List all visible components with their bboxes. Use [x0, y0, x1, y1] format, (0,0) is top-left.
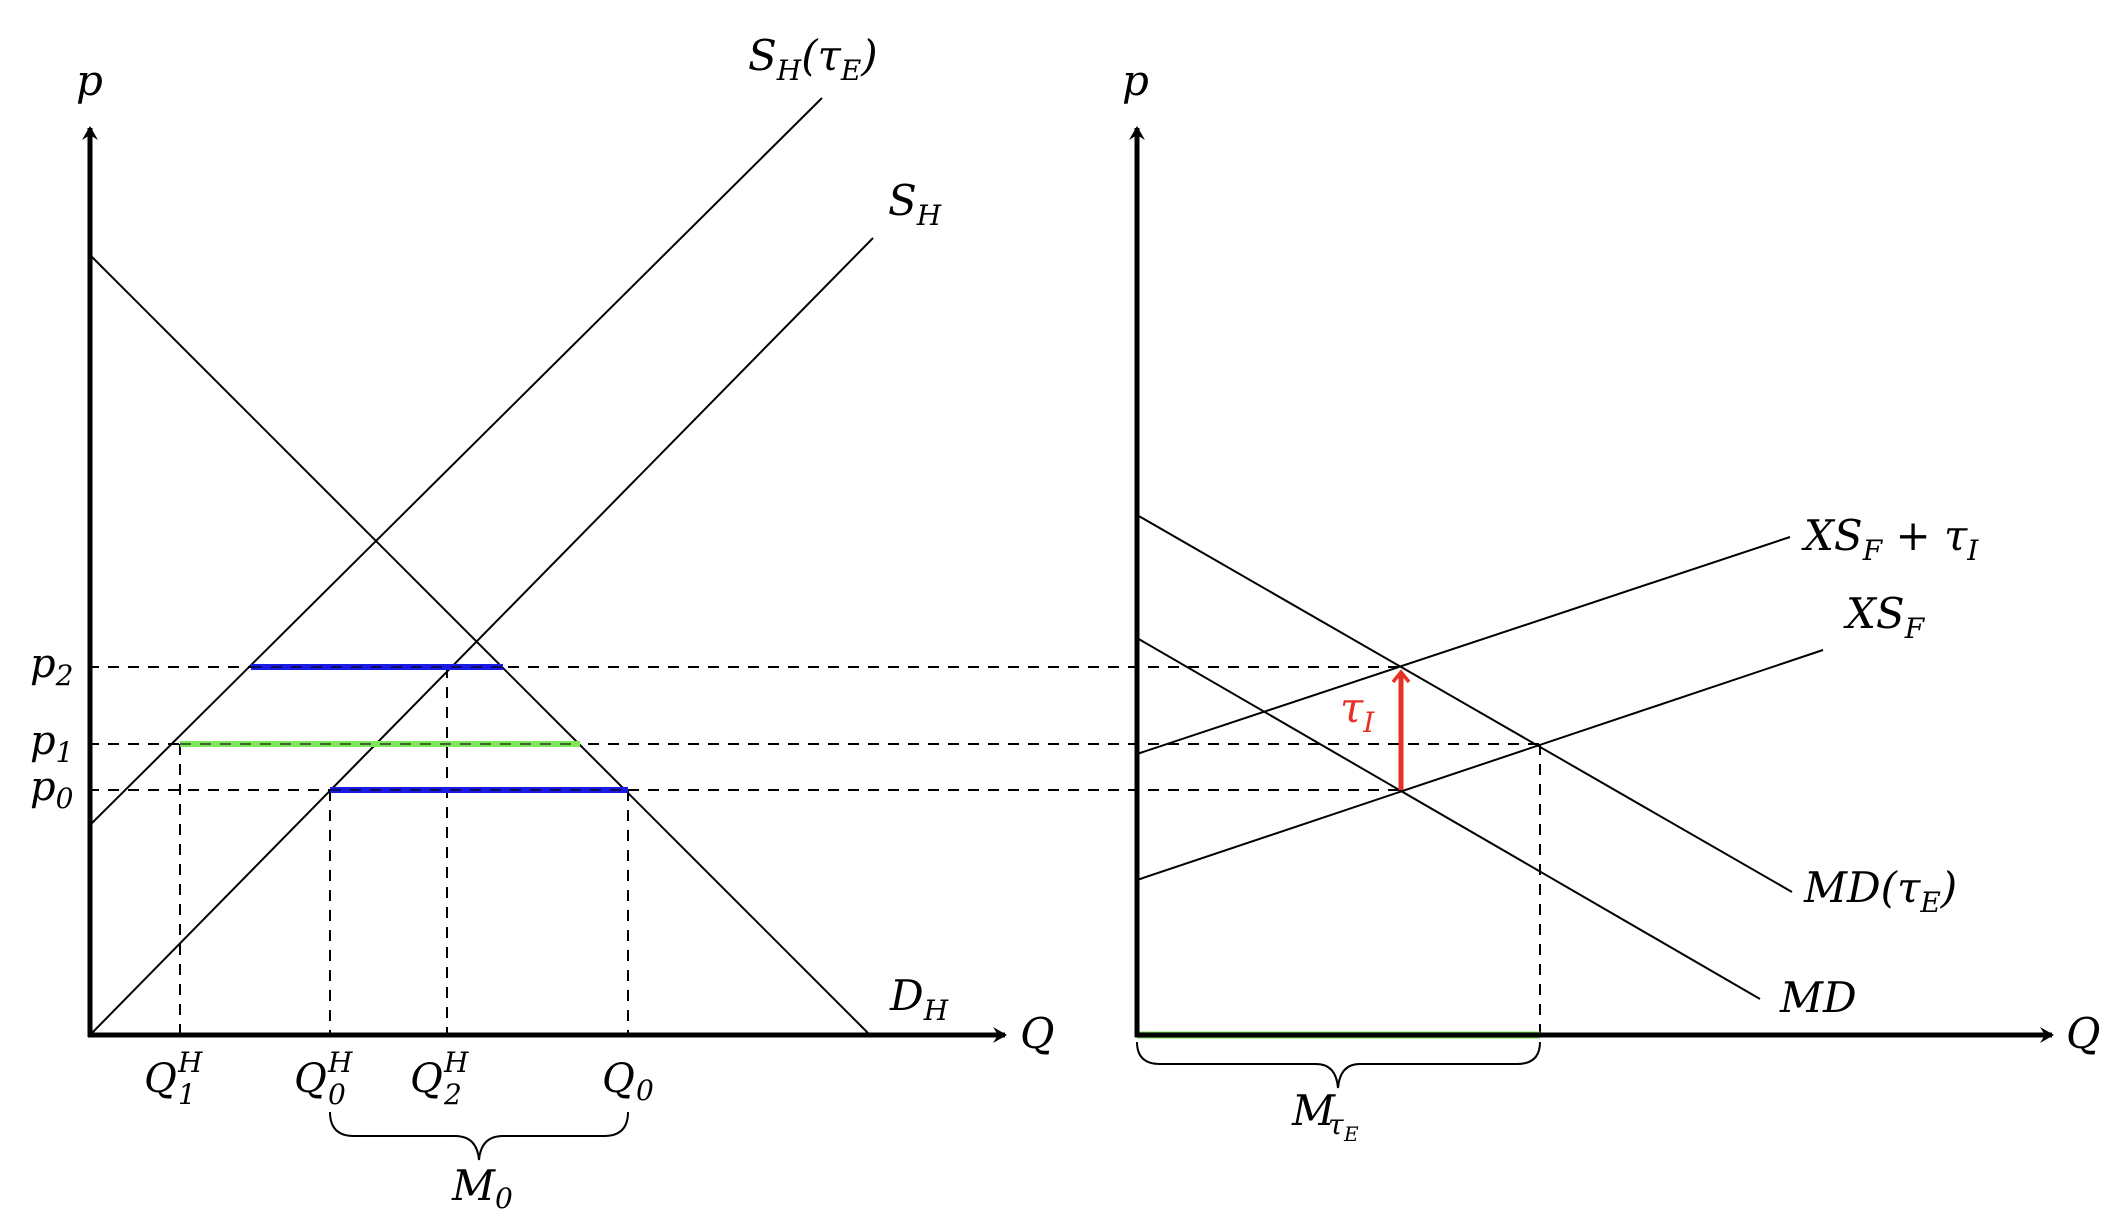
tax-label: τI: [1340, 683, 1375, 739]
xs-label: XSF: [1843, 589, 1926, 645]
price-tick-p1: p1: [30, 718, 73, 769]
svg-text:0: 0: [636, 1074, 654, 1107]
quantity-tick-q2h: Q H 2: [410, 1046, 469, 1111]
quantity-guides: [179, 667, 629, 1035]
left-panel: p Q SH(τE) SH DH p2 p1 p0 Q H 1 Q H 0: [30, 31, 1540, 1215]
svg-text:E: E: [1343, 1122, 1359, 1146]
demand-label: DH: [889, 971, 949, 1027]
md-tax-label: MD(τE): [1803, 863, 1957, 919]
left-x-axis-label: Q: [1020, 1009, 1054, 1058]
svg-text:H: H: [327, 1046, 353, 1079]
svg-text:2: 2: [443, 1078, 462, 1111]
svg-text:1: 1: [178, 1078, 196, 1111]
supply-curve-tax: [89, 97, 823, 826]
svg-text:Q: Q: [294, 1056, 327, 1102]
svg-text:τ: τ: [1328, 1108, 1344, 1141]
price-tick-p2: p2: [30, 641, 73, 692]
brace-m0-label: M0: [451, 1161, 513, 1215]
quantity-tick-q0: Q 0: [602, 1056, 654, 1107]
quantity-tick-q0h: Q H 0: [294, 1046, 353, 1111]
brace-m-tau: [1136, 1041, 1541, 1089]
svg-text:Q: Q: [410, 1056, 443, 1102]
xs-tax-label: XSF + τI: [1801, 511, 1979, 567]
md-curve: [1136, 637, 1761, 1000]
svg-text:H: H: [177, 1046, 203, 1079]
left-y-axis-label: p: [76, 56, 103, 105]
svg-text:Q: Q: [602, 1056, 635, 1102]
md-tax-curve: [1136, 514, 1793, 893]
xs-tax-curve: [1136, 536, 1791, 755]
price-guides: [88, 666, 1540, 791]
demand-curve: [89, 254, 871, 1036]
svg-text:H: H: [443, 1046, 469, 1079]
quantity-tick-q1h: Q H 1: [144, 1046, 203, 1111]
brace-m0: [329, 1111, 629, 1161]
supply-tax-label: SH(τE): [748, 31, 878, 87]
xs-curve: [1136, 649, 1824, 881]
svg-text:Q: Q: [144, 1056, 177, 1102]
svg-text:M: M: [1291, 1086, 1336, 1135]
price-tick-p0: p0: [30, 764, 73, 815]
right-x-axis-label: Q: [2066, 1009, 2100, 1058]
supply-label: SH: [888, 176, 942, 232]
svg-text:0: 0: [328, 1078, 346, 1111]
right-panel: p Q XSF + τI XSF MD(τE) MD τI M τ E: [1122, 56, 2100, 1146]
right-y-axis-label: p: [1122, 56, 1149, 105]
brace-m-tau-label: M τ E: [1291, 1086, 1359, 1146]
md-label: MD: [1779, 973, 1857, 1022]
supply-curve: [89, 237, 874, 1036]
